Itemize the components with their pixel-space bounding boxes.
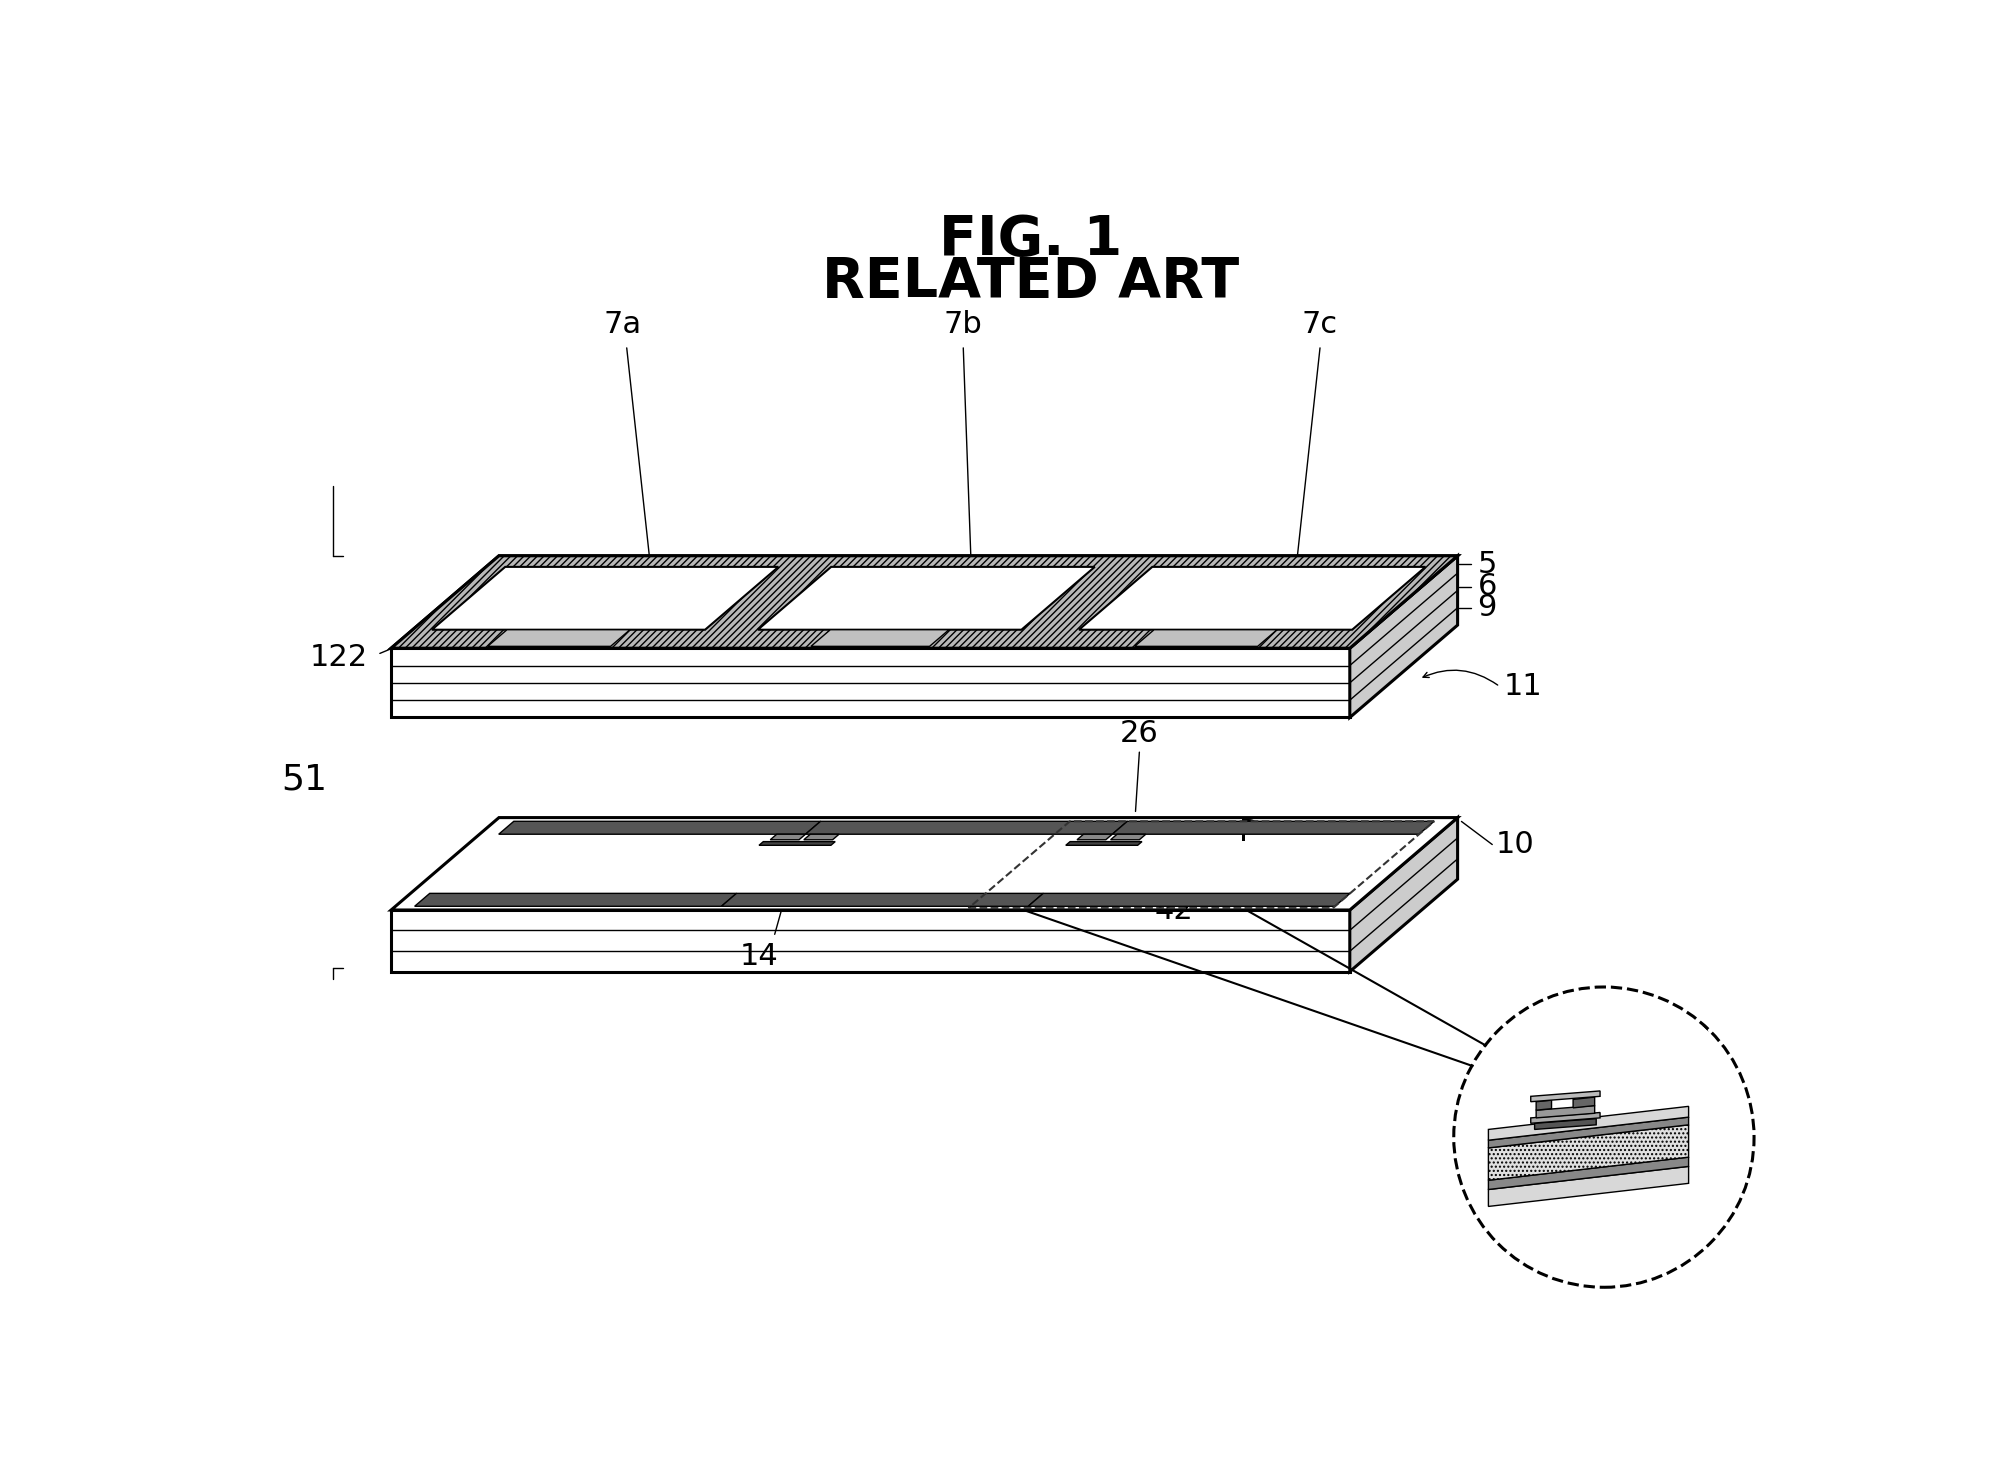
- Text: T: T: [1480, 1167, 1496, 1192]
- Text: 9: 9: [1478, 594, 1496, 622]
- Text: 11: 11: [1504, 672, 1542, 701]
- Text: 7c: 7c: [1301, 310, 1337, 339]
- Text: R: R: [593, 582, 617, 615]
- Circle shape: [1456, 988, 1752, 1286]
- Text: 42: 42: [1154, 896, 1193, 924]
- Text: 36: 36: [1685, 1049, 1717, 1075]
- Text: P: P: [1239, 819, 1257, 847]
- Polygon shape: [1488, 1167, 1689, 1207]
- Polygon shape: [1488, 1106, 1689, 1140]
- Polygon shape: [432, 567, 778, 629]
- Polygon shape: [487, 629, 629, 646]
- Polygon shape: [1110, 834, 1146, 840]
- Polygon shape: [392, 818, 1458, 909]
- Text: 6: 6: [1478, 573, 1496, 601]
- Text: 7b: 7b: [943, 310, 983, 339]
- Polygon shape: [1080, 567, 1426, 629]
- Polygon shape: [1112, 822, 1434, 834]
- Polygon shape: [414, 893, 736, 906]
- Polygon shape: [758, 567, 1094, 629]
- Text: FIG. 1: FIG. 1: [939, 213, 1122, 267]
- Text: 26: 26: [1120, 720, 1158, 748]
- Polygon shape: [770, 834, 806, 840]
- Polygon shape: [1349, 818, 1458, 972]
- Text: 34: 34: [1544, 1001, 1579, 1028]
- Polygon shape: [392, 555, 1458, 649]
- Polygon shape: [1488, 1117, 1689, 1148]
- Text: 5: 5: [1478, 549, 1496, 579]
- Text: 10: 10: [1496, 829, 1534, 859]
- Polygon shape: [392, 555, 1458, 649]
- Polygon shape: [1134, 629, 1277, 646]
- Polygon shape: [722, 893, 1044, 906]
- Text: 14: 14: [740, 942, 778, 972]
- Text: 32: 32: [1591, 1001, 1625, 1028]
- Polygon shape: [392, 909, 1349, 972]
- Polygon shape: [1349, 555, 1458, 717]
- Polygon shape: [1536, 1106, 1595, 1118]
- Polygon shape: [806, 822, 1128, 834]
- Text: 51: 51: [282, 763, 328, 797]
- Polygon shape: [1536, 1100, 1552, 1111]
- Polygon shape: [804, 834, 839, 840]
- Text: G: G: [913, 582, 939, 615]
- Text: 122: 122: [310, 643, 368, 672]
- Polygon shape: [1530, 1112, 1601, 1123]
- Polygon shape: [1488, 1157, 1689, 1189]
- Polygon shape: [758, 841, 835, 846]
- Polygon shape: [1488, 1126, 1689, 1180]
- Polygon shape: [1028, 893, 1349, 906]
- Polygon shape: [499, 822, 820, 834]
- Polygon shape: [1530, 1091, 1601, 1102]
- Text: 30: 30: [1677, 1026, 1711, 1052]
- Polygon shape: [1066, 841, 1142, 846]
- Polygon shape: [1534, 1118, 1597, 1130]
- Polygon shape: [1078, 834, 1112, 840]
- Text: 7a: 7a: [603, 310, 642, 339]
- Polygon shape: [392, 649, 1349, 717]
- Polygon shape: [1573, 1097, 1595, 1108]
- Polygon shape: [810, 629, 949, 646]
- Text: B: B: [1241, 582, 1265, 615]
- Text: RELATED ART: RELATED ART: [822, 255, 1239, 310]
